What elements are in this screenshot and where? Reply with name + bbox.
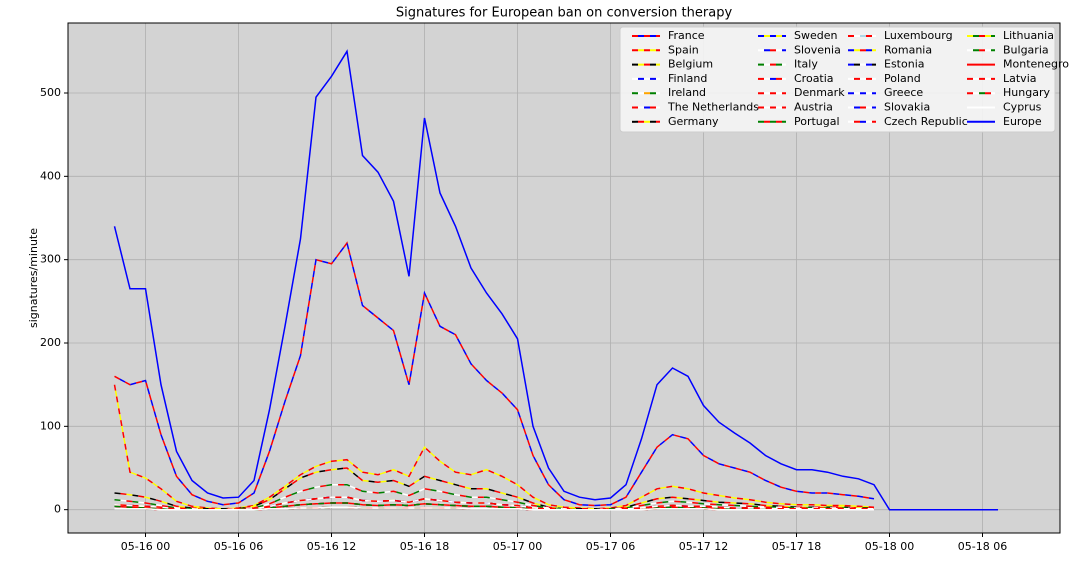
y-tick-label: 100 [40, 419, 61, 432]
legend-label: Czech Republic [884, 115, 968, 128]
plot-frame [67, 22, 1061, 534]
legend-label: Luxembourg [884, 29, 953, 42]
x-tick-label: 05-18 00 [865, 540, 914, 553]
legend-label: Europe [1003, 115, 1042, 128]
legend-label: Croatia [794, 72, 834, 85]
series-line [114, 506, 874, 511]
legend-label: France [668, 29, 705, 42]
legend-label: Spain [668, 43, 699, 56]
legend-label: Finland [668, 72, 707, 85]
x-tick-label: 05-16 12 [307, 540, 356, 553]
legend-label: Germany [668, 115, 719, 128]
x-tick-label: 05-17 00 [493, 540, 542, 553]
x-tick-label: 05-17 18 [772, 540, 821, 553]
x-tick-label: 05-17 12 [679, 540, 728, 553]
series-line-stripe [114, 241, 875, 507]
series-line-stripe [114, 483, 874, 511]
series-line [114, 483, 874, 511]
x-tick-label: 05-17 06 [586, 540, 635, 553]
legend-label: Slovakia [884, 101, 930, 114]
y-tick-label: 500 [40, 86, 61, 99]
legend-label: Bulgaria [1003, 43, 1049, 56]
series-line [113, 49, 998, 511]
y-axis-label: signatures/minute [27, 228, 40, 328]
x-tick-label: 05-16 06 [214, 540, 263, 553]
series-line-stripe [114, 467, 874, 510]
series-line [114, 241, 875, 507]
legend-label: Austria [794, 101, 833, 114]
plot-lines [113, 49, 998, 511]
x-tick-label: 05-16 00 [121, 540, 170, 553]
legend-label: Denmark [794, 86, 845, 99]
legend-label: Latvia [1003, 72, 1037, 85]
legend-label: Romania [884, 43, 932, 56]
legend-label: Greece [884, 86, 923, 99]
y-tick-label: 400 [40, 169, 61, 182]
legend-box [619, 26, 1056, 133]
legend-label: Lithuania [1003, 29, 1054, 42]
legend-label: Estonia [884, 58, 925, 71]
legend-label: Belgium [668, 58, 713, 71]
legend-label: The Netherlands [667, 101, 759, 114]
x-tick-label: 05-16 18 [400, 540, 449, 553]
legend-label: Slovenia [794, 43, 841, 56]
y-tick-label: 0 [54, 503, 61, 516]
legend-label: Sweden [794, 29, 837, 42]
chart-title: Signatures for European ban on conversio… [396, 6, 733, 21]
legend-label: Italy [794, 58, 818, 71]
y-tick-label: 300 [40, 253, 61, 266]
legend-label: Hungary [1003, 86, 1050, 99]
legend-label: Cyprus [1003, 101, 1042, 114]
legend-label: Montenegro [1003, 58, 1069, 71]
legend-label: Ireland [668, 86, 706, 99]
legend-label: Portugal [794, 115, 840, 128]
x-tick-label: 05-18 06 [958, 540, 1007, 553]
y-tick-label: 200 [40, 336, 61, 349]
legend-label: Poland [884, 72, 921, 85]
series-line-stripe [113, 384, 875, 510]
series-line-stripe [114, 483, 874, 511]
series-line [113, 384, 875, 510]
